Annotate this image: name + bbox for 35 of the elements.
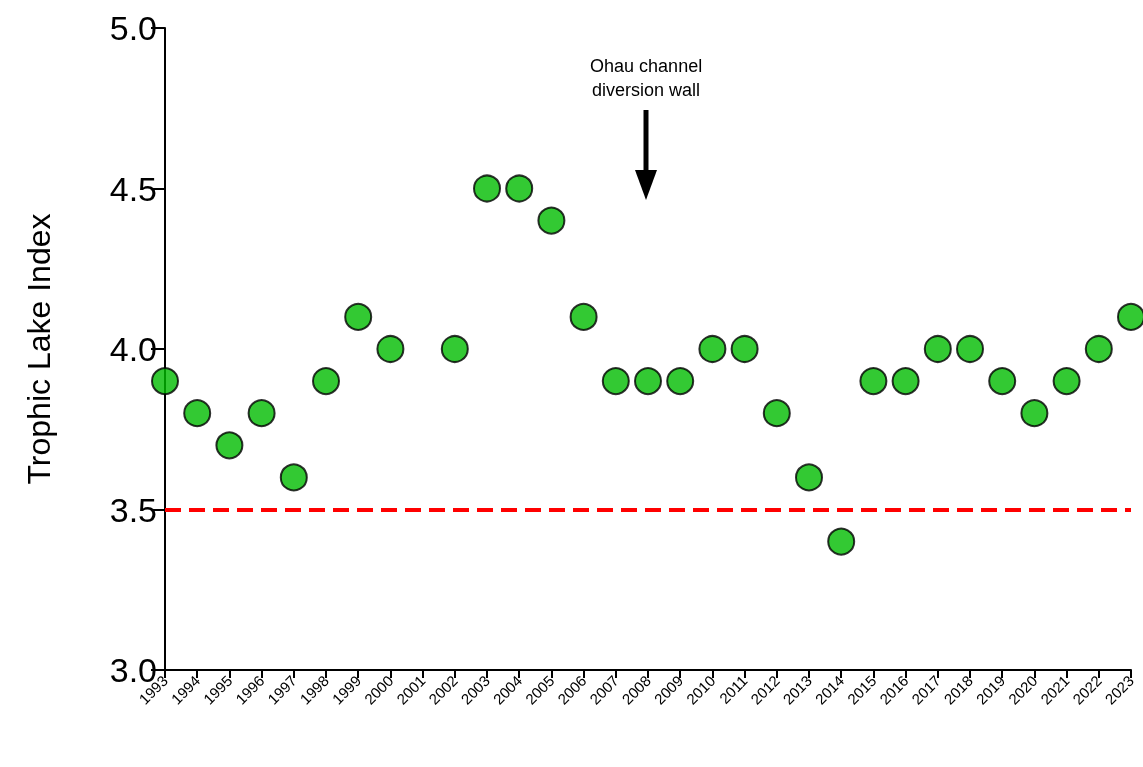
point <box>698 335 727 363</box>
point <box>279 463 308 492</box>
annotation: Ohau channel diversion wall <box>590 55 703 102</box>
point <box>859 367 888 396</box>
point <box>183 399 212 428</box>
point <box>376 335 405 363</box>
point <box>634 367 662 396</box>
point <box>312 367 340 396</box>
point <box>891 367 920 396</box>
point <box>215 431 244 460</box>
point <box>988 367 1017 396</box>
y-tick-label: 4.5 <box>109 169 157 208</box>
point <box>601 367 630 396</box>
point <box>795 463 823 492</box>
point <box>505 174 534 203</box>
point <box>956 335 984 363</box>
y-tick-label: 4.0 <box>109 330 157 368</box>
point <box>473 174 501 203</box>
point <box>1084 335 1113 363</box>
y-tick-label: 3.5 <box>109 490 157 529</box>
point <box>923 335 952 363</box>
point <box>762 399 791 428</box>
point <box>569 302 598 331</box>
point <box>440 335 469 363</box>
point <box>151 367 179 396</box>
point <box>1020 399 1049 428</box>
point <box>537 206 566 235</box>
point <box>666 367 695 396</box>
point <box>247 399 276 428</box>
point <box>1052 367 1081 396</box>
y-axis-title: Trophic Lake Index <box>21 213 57 485</box>
point <box>730 335 759 363</box>
y-tick-label: 5.0 <box>109 9 157 47</box>
point <box>827 527 856 556</box>
point <box>344 302 373 331</box>
